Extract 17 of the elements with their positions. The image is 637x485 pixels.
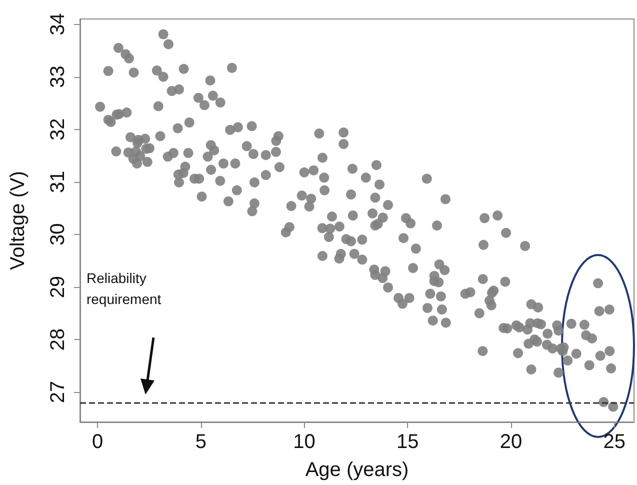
x-tick-label: 25	[603, 431, 626, 453]
y-tick-label: 30	[47, 223, 69, 246]
y-tick-label: 27	[47, 380, 69, 404]
x-tick-label: 10	[293, 431, 316, 453]
x-tick-label: 20	[500, 431, 522, 453]
x-tick-label: 15	[396, 431, 419, 453]
y-tick-label: 28	[47, 328, 69, 351]
y-tick-label: 29	[47, 276, 69, 298]
ref-line-label: Reliability requirement	[86, 270, 162, 308]
y-tick-label: 32	[47, 118, 69, 140]
x-axis-title: Age (years)	[305, 459, 409, 481]
x-tick-label: 5	[195, 431, 206, 453]
x-tick-label: 0	[92, 431, 104, 453]
y-tick-label: 33	[47, 66, 69, 88]
y-tick-label: 31	[47, 170, 69, 194]
y-axis-title: Voltage (V)	[7, 171, 29, 270]
y-tick-label: 34	[47, 13, 69, 36]
